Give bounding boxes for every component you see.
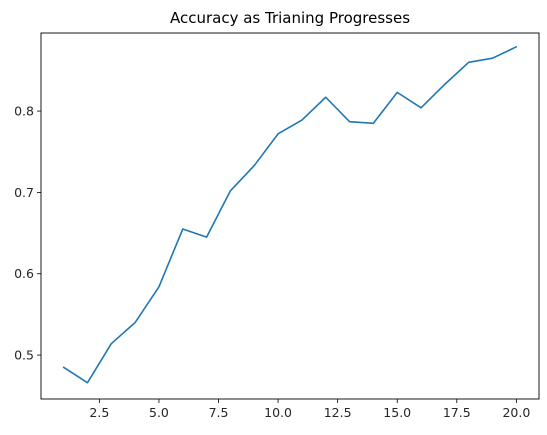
x-tick-label: 5.0 xyxy=(149,405,169,420)
y-tick-label: 0.7 xyxy=(14,185,34,200)
x-tick-label: 20.0 xyxy=(502,405,530,420)
y-tick-label: 0.6 xyxy=(14,266,34,281)
chart-title: Accuracy as Trianing Progresses xyxy=(170,9,410,27)
x-tick-label: 15.0 xyxy=(383,405,411,420)
x-tick-label: 12.5 xyxy=(324,405,352,420)
x-tick-label: 17.5 xyxy=(443,405,471,420)
plot-area xyxy=(62,46,518,384)
y-tick-label: 0.8 xyxy=(14,104,34,119)
series-line-0 xyxy=(62,46,518,384)
y-tick-label: 0.5 xyxy=(14,348,34,363)
x-tick-label: 2.5 xyxy=(89,405,109,420)
x-tick-label: 10.0 xyxy=(264,405,292,420)
plot-frame xyxy=(40,32,540,400)
x-axis: 2.5 5.0 7.5 10.0 12.5 15.0 17.5 20.0 xyxy=(89,399,530,420)
y-axis: 0.5 0.6 0.7 0.8 xyxy=(14,104,41,363)
x-tick-label: 7.5 xyxy=(209,405,229,420)
